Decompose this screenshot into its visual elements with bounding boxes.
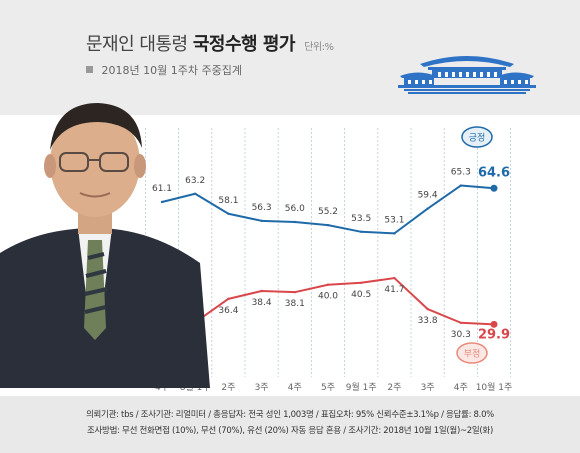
x-tick-label: 3주 <box>421 382 435 393</box>
data-labels: 61.1 63.2 58.1 56.3 56.0 55.2 53.5 53.1 59.4 65.3… <box>152 165 510 342</box>
data-label: 33.8 <box>418 316 438 326</box>
x-tick-label: 4주 <box>288 382 302 393</box>
title-normal: 문재인 대통령 <box>86 34 188 55</box>
data-point <box>490 184 498 192</box>
data-label: 38.1 <box>285 299 305 309</box>
x-tick-label: 2주 <box>221 382 235 393</box>
data-point <box>293 290 296 294</box>
blue-house-icon <box>398 56 536 94</box>
president-portrait-icon <box>0 103 210 388</box>
data-label: 40.5 <box>351 290 371 300</box>
data-label: 36.4 <box>218 306 238 316</box>
data-label: 29.9 <box>478 327 510 342</box>
survey-info-line1: 의뢰기관: tbs / 조사기관: 리얼미터 / 총응답자: 전국 성인 1,0… <box>86 410 494 420</box>
data-label: 56.3 <box>252 203 272 213</box>
data-point <box>326 223 330 227</box>
data-point <box>393 232 396 235</box>
data-label: 41.7 <box>384 285 404 295</box>
data-point <box>260 219 263 223</box>
x-tick-label: 2주 <box>387 382 401 393</box>
data-point <box>459 184 462 187</box>
square-bullet-icon <box>86 66 93 73</box>
data-point <box>194 192 197 195</box>
data-label: 63.2 <box>185 176 205 186</box>
x-tick-label: 5주 <box>321 382 335 393</box>
data-point <box>393 276 396 280</box>
legend-label: 부정 <box>464 349 481 360</box>
legend-positive: 긍정 <box>461 126 493 148</box>
chart-title: 문재인 대통령 국정수행 평가 단위:% <box>86 30 334 56</box>
data-label: 38.4 <box>252 298 272 308</box>
x-tick-label: 10월 1주 <box>476 381 513 393</box>
legend-label: 긍정 <box>469 133 486 144</box>
legend-negative: 부정 <box>456 342 488 364</box>
data-label: 56.0 <box>285 204 305 214</box>
chart-subtitle: 2018년 10월 1주차 주중집계 <box>86 62 242 78</box>
data-point <box>490 320 498 328</box>
x-tick-label: 4주 <box>454 382 468 393</box>
data-point <box>227 212 230 215</box>
data-point <box>160 200 164 204</box>
data-point <box>426 207 429 210</box>
data-label: 64.6 <box>478 165 510 180</box>
data-label: 65.3 <box>451 168 471 178</box>
x-tick-label: 9월 1주 <box>346 381 377 393</box>
data-label: 58.1 <box>218 196 238 206</box>
data-label: 30.3 <box>451 330 471 340</box>
data-point <box>459 321 462 324</box>
data-point <box>293 220 296 224</box>
data-label: 40.0 <box>318 292 338 302</box>
unit-label: 단위:% <box>304 42 334 53</box>
data-point <box>326 283 330 286</box>
data-point <box>260 289 263 293</box>
data-label: 53.1 <box>384 215 404 225</box>
data-label: 53.5 <box>351 214 371 224</box>
x-tick-label: 3주 <box>255 382 269 393</box>
data-point <box>227 297 230 301</box>
data-label: 55.2 <box>318 207 338 217</box>
title-bold: 국정수행 평가 <box>192 34 296 55</box>
data-point <box>360 230 363 233</box>
data-label: 59.4 <box>418 191 438 201</box>
footer-band <box>0 396 580 453</box>
survey-info-line2: 조사방법: 무선 전화면접 (10%), 무선 (70%), 유선 (20%) … <box>87 426 493 436</box>
subtitle-text: 2018년 10월 1주차 주중집계 <box>101 64 242 77</box>
data-point <box>360 281 363 284</box>
data-label: 61.1 <box>152 184 172 194</box>
series-layer <box>160 184 498 328</box>
data-point <box>426 307 429 311</box>
